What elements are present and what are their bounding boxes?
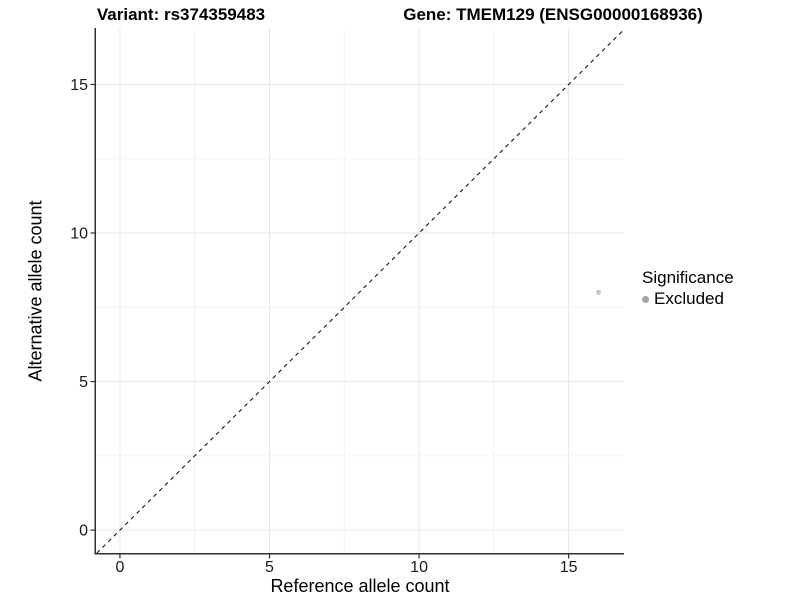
x-axis-label: Reference allele count — [270, 576, 450, 596]
x-tick-label: 0 — [115, 559, 124, 576]
y-tick-label: 0 — [79, 523, 88, 540]
legend-key-dot — [642, 295, 649, 303]
legend-title: Significance — [642, 268, 734, 287]
gene-title: Gene: TMEM129 (ENSG00000168936) — [403, 5, 703, 24]
y-tick-label: 10 — [70, 226, 88, 243]
legend: Significance Excluded — [642, 268, 734, 309]
data-point-excluded — [596, 289, 602, 295]
identity-line — [96, 29, 625, 554]
x-tick-label: 15 — [560, 559, 578, 576]
y-axis-label: Alternative allele count — [25, 200, 46, 382]
legend-item-excluded: Excluded — [642, 289, 734, 309]
variant-title: Variant: rs374359483 — [96, 5, 266, 24]
y-tick-label: 15 — [70, 77, 88, 94]
x-tick-label: 10 — [410, 559, 428, 576]
x-tick-label: 5 — [265, 559, 274, 576]
legend-item-label: Excluded — [654, 289, 724, 308]
y-tick-label: 5 — [79, 374, 88, 391]
